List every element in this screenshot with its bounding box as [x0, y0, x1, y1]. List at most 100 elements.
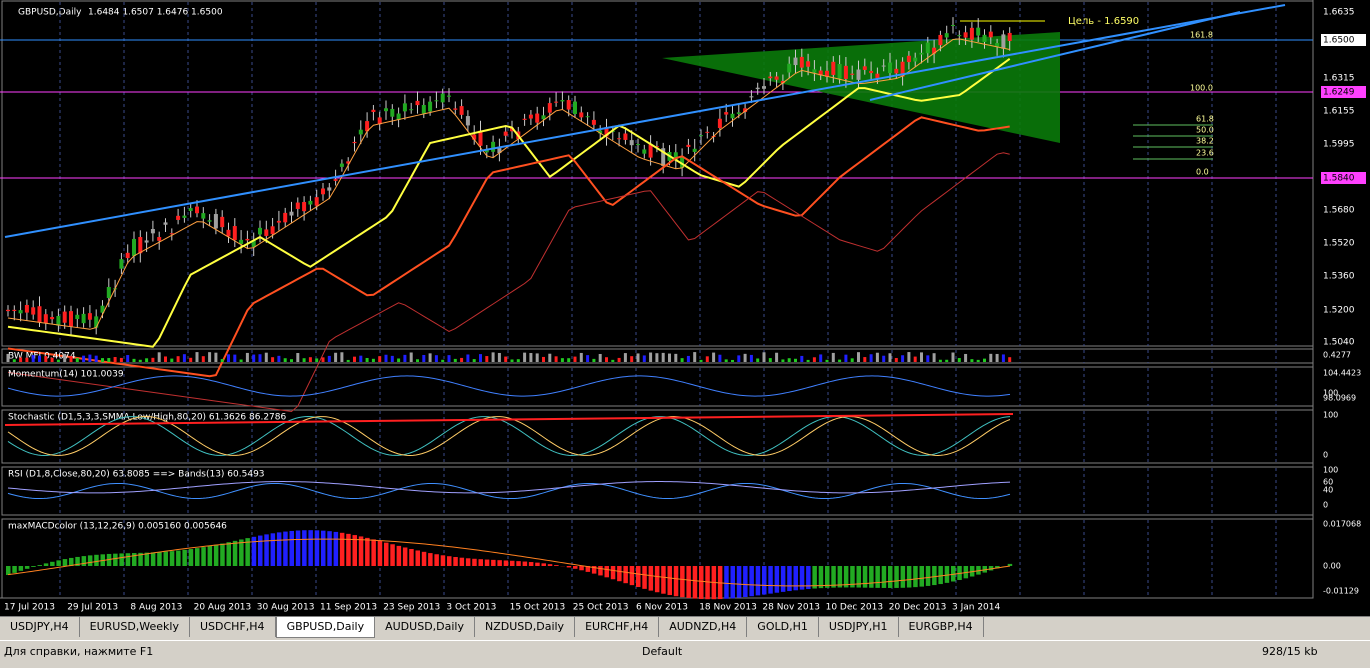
chart-tab[interactable]: AUDNZD,H4 [659, 617, 747, 637]
indicator-axis-label: 0.4277 [1323, 351, 1351, 360]
mfi-bar [561, 358, 564, 362]
macd-bar [164, 552, 169, 566]
mfi-bar [712, 353, 715, 362]
macd-bar [227, 542, 232, 566]
candle-body [787, 64, 791, 73]
mfi-bar [870, 354, 873, 362]
mfi-bar [555, 356, 558, 362]
chart-tab[interactable]: USDJPY,H4 [0, 617, 80, 637]
candle-body [302, 202, 306, 211]
mfi-bar [284, 358, 287, 362]
macd-bar [157, 552, 162, 566]
candle-body [894, 69, 898, 74]
macd-bar [680, 566, 685, 597]
chart-tab[interactable]: USDCHF,H4 [190, 617, 276, 637]
date-label: 28 Nov 2013 [762, 603, 820, 613]
macd-bar [208, 546, 213, 566]
chart-tab[interactable]: EURGBP,H4 [899, 617, 984, 637]
chart-tab[interactable]: NZDUSD,Daily [475, 617, 575, 637]
mfi-bar [19, 357, 22, 362]
macd-bar [441, 555, 446, 566]
chart-tab[interactable]: GBPUSD,Daily [276, 617, 376, 638]
macd-bar [907, 566, 912, 588]
macd-bar [472, 559, 477, 566]
candle-body [214, 214, 218, 228]
candle-body [699, 135, 703, 136]
price-label: 1.5200 [1323, 306, 1355, 316]
mfi-bar [605, 357, 608, 362]
candle-body [693, 149, 697, 152]
header-symbol: GBPUSD,Daily [18, 8, 82, 18]
indicator-label: Stochastic (D1,5,3,3,SMMA,Low/High,80,20… [8, 413, 287, 423]
candle-body [686, 145, 690, 147]
fib-label: 161.8 [1190, 31, 1213, 40]
candle-body [107, 287, 111, 298]
indicator-label: RSI (D1,8,Close,80,20) 63.8085 ==> Bands… [8, 470, 265, 480]
chart-tab[interactable]: GOLD,H1 [747, 617, 819, 637]
candle-body [94, 316, 98, 327]
price-label: 1.5040 [1323, 338, 1355, 348]
macd-bar [271, 533, 276, 566]
mfi-bar [366, 358, 369, 362]
macd-bar [403, 547, 408, 566]
macd-bar [302, 530, 307, 566]
macd-bar [44, 563, 49, 566]
mfi-bar [158, 352, 161, 362]
macd-bar [573, 566, 578, 569]
mfi-bar [57, 360, 60, 362]
mfi-bar [838, 360, 841, 362]
candle-body [573, 102, 577, 114]
macd-bar [189, 549, 194, 566]
price-label: 1.5680 [1323, 206, 1355, 216]
mfi-bar [945, 360, 948, 362]
mfi-bar [1002, 354, 1005, 362]
mfi-bar [473, 359, 476, 362]
candle-body [88, 313, 92, 320]
macd-bar [346, 534, 351, 566]
help-text: Для справки, нажмите F1 [4, 645, 153, 658]
macd-bar [334, 532, 339, 566]
mfi-bar [844, 355, 847, 362]
chart-tab[interactable]: USDJPY,H1 [819, 617, 899, 637]
indicator-axis-label: 100 [1323, 411, 1338, 420]
fib-label: 38.2 [1196, 137, 1214, 146]
chart-tab[interactable]: AUDUSD,Daily [375, 617, 475, 637]
mfi-bar [933, 353, 936, 362]
macd-bar [466, 558, 471, 566]
mfi-bar [259, 354, 262, 362]
mfi-bar [1008, 357, 1011, 362]
candle-body [976, 28, 980, 36]
macd-bar [649, 566, 654, 591]
candle-body [535, 114, 539, 123]
chart-tab[interactable]: EURUSD,Weekly [80, 617, 190, 637]
macd-bar [623, 566, 628, 583]
mfi-bar [775, 353, 778, 362]
date-label: 29 Jul 2013 [67, 603, 118, 613]
mfi-bar [781, 359, 784, 362]
candle-body [63, 312, 67, 323]
mfi-bar [7, 354, 10, 362]
mfi-bar [655, 353, 658, 362]
mfi-bar [429, 353, 432, 362]
mfi-bar [725, 359, 728, 362]
macd-bar [239, 539, 244, 566]
macd-bar [12, 566, 16, 573]
date-label: 3 Jan 2014 [952, 603, 1000, 613]
mfi-bar [403, 355, 406, 362]
indicator-axis-label: -0.01129 [1323, 587, 1359, 596]
mfi-bar [479, 354, 482, 362]
macd-bar [422, 552, 427, 566]
candle-body [283, 213, 287, 222]
mfi-bar [227, 354, 230, 362]
macd-bar [31, 566, 36, 567]
mfi-bar [410, 352, 413, 362]
profile: Default [642, 645, 682, 658]
mfi-bar [322, 357, 325, 362]
chart-tab[interactable]: EURCHF,H4 [575, 617, 659, 637]
macd-bar [812, 566, 817, 589]
mfi-bar [265, 353, 268, 362]
candle-body [592, 120, 596, 125]
mfi-bar [448, 355, 451, 362]
macd-bar [460, 558, 465, 566]
